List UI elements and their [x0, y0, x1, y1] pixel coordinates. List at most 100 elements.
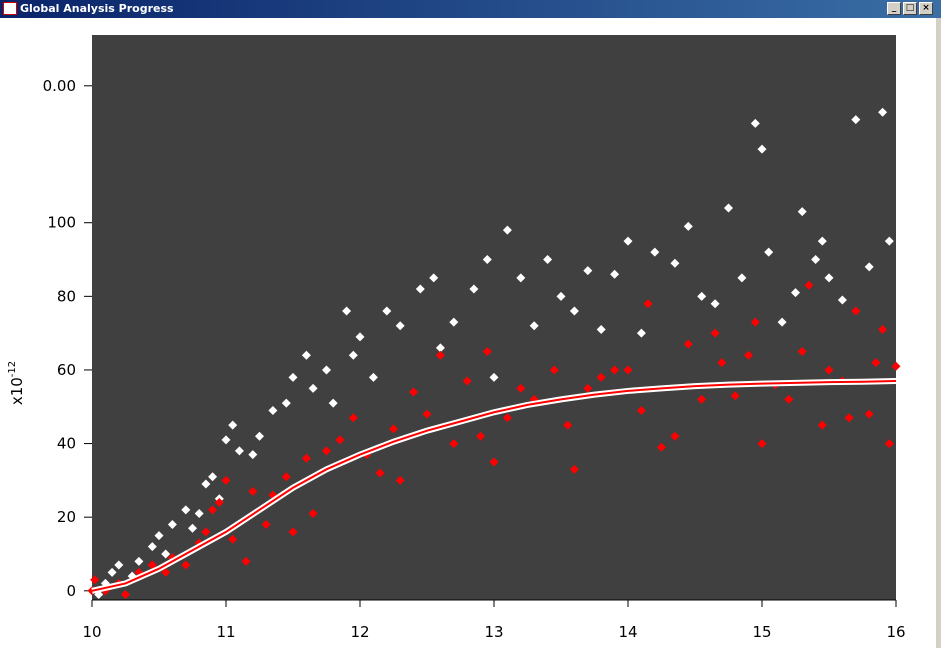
data-point	[395, 475, 405, 485]
data-point	[811, 255, 821, 265]
data-point	[784, 394, 794, 404]
data-point	[610, 365, 620, 375]
data-point	[750, 317, 760, 327]
data-point	[462, 376, 472, 386]
close-button[interactable]: ×	[919, 2, 933, 15]
minimize-button[interactable]: _	[887, 2, 901, 15]
data-point	[804, 280, 814, 290]
data-point	[516, 273, 526, 283]
data-point	[322, 446, 331, 456]
data-point	[710, 299, 720, 309]
data-point	[764, 247, 774, 257]
data-point	[837, 295, 847, 305]
data-point	[610, 269, 620, 279]
data-point	[757, 439, 767, 449]
data-point	[281, 398, 291, 408]
plot-area	[92, 35, 896, 600]
data-point	[884, 236, 894, 246]
data-point	[301, 350, 311, 360]
y-tick-label: 20	[57, 508, 76, 526]
data-point	[422, 409, 432, 419]
data-point	[114, 560, 124, 570]
maximize-button[interactable]: □	[903, 2, 917, 15]
data-point	[201, 527, 211, 537]
y-tick-label: 0	[66, 582, 76, 600]
data-point	[188, 523, 197, 533]
data-point	[134, 556, 144, 566]
data-point	[255, 431, 264, 441]
data-point	[429, 273, 439, 283]
data-point	[154, 531, 164, 541]
data-point	[824, 365, 834, 375]
data-point	[167, 520, 177, 530]
data-point	[208, 505, 218, 515]
data-point	[409, 387, 419, 397]
data-point	[301, 453, 311, 463]
data-point	[657, 442, 666, 452]
data-point	[797, 207, 807, 217]
data-point	[864, 409, 874, 419]
data-point	[543, 255, 553, 265]
data-point	[268, 405, 278, 415]
data-point	[884, 439, 894, 449]
data-point	[482, 255, 492, 265]
data-point	[248, 486, 258, 496]
x-tick-label: 14	[618, 623, 637, 641]
data-point	[261, 520, 271, 530]
data-point	[569, 464, 579, 474]
data-point	[241, 556, 251, 566]
data-point	[623, 236, 633, 246]
data-point	[482, 347, 492, 357]
data-point	[234, 446, 244, 456]
data-point	[636, 405, 646, 415]
data-point	[529, 321, 539, 331]
data-point	[851, 306, 861, 316]
data-point	[469, 284, 479, 294]
data-point	[824, 273, 834, 283]
data-point	[382, 306, 392, 316]
data-point	[871, 358, 881, 368]
data-point	[650, 247, 660, 257]
x-tick-label: 12	[350, 623, 369, 641]
y-tick-label: 100	[47, 214, 76, 232]
data-point	[348, 350, 358, 360]
data-point	[516, 383, 526, 393]
data-point	[322, 365, 331, 375]
data-point	[194, 509, 204, 519]
data-point	[817, 420, 827, 430]
data-point	[891, 361, 901, 371]
data-point	[389, 424, 398, 434]
data-point	[596, 372, 606, 382]
data-point	[683, 339, 693, 349]
data-point	[288, 527, 298, 537]
y-tick-label: 60	[57, 361, 76, 379]
data-point	[335, 435, 345, 445]
data-point	[415, 284, 425, 294]
data-point	[107, 567, 117, 577]
data-point	[221, 475, 231, 485]
data-point	[797, 347, 807, 357]
x-tick-label: 16	[886, 623, 905, 641]
data-point	[281, 472, 291, 482]
data-point	[449, 439, 459, 449]
data-point	[569, 306, 579, 316]
x-tick-label: 10	[82, 623, 101, 641]
data-point	[355, 332, 365, 342]
data-point	[717, 358, 727, 368]
data-point	[777, 317, 787, 327]
data-point	[563, 420, 573, 430]
data-point	[161, 549, 171, 559]
data-point	[750, 118, 760, 128]
title-bar: Global Analysis Progress _ □ ×	[0, 0, 941, 18]
data-point	[288, 372, 298, 382]
data-point	[476, 431, 486, 441]
data-point	[248, 450, 258, 460]
data-point	[636, 328, 646, 338]
x-tick-label: 11	[216, 623, 235, 641]
data-point	[502, 225, 512, 235]
data-point	[596, 324, 606, 334]
data-point	[670, 258, 680, 268]
data-point	[221, 435, 231, 445]
